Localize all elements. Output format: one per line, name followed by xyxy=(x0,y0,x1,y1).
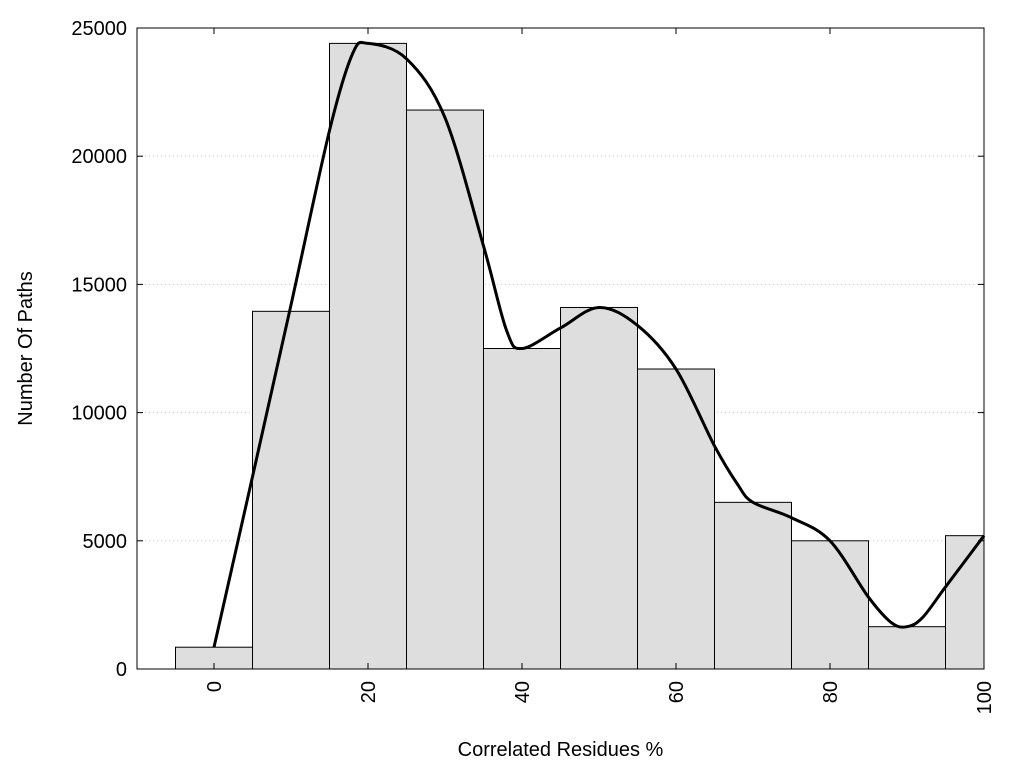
histogram-bar xyxy=(406,109,484,670)
x-tick-label: 0 xyxy=(204,681,226,692)
x-tick-label: 20 xyxy=(358,681,380,703)
x-tick-label: 60 xyxy=(666,681,688,703)
x-axis-ticks: 0 20 40 60 80 100 xyxy=(204,28,996,714)
y-tick-label: 0 xyxy=(116,659,127,681)
y-tick-label: 20000 xyxy=(71,146,127,168)
plot-frame xyxy=(136,27,985,670)
histogram-bar xyxy=(791,540,869,670)
y-tick-label: 5000 xyxy=(83,531,128,553)
histogram-bars xyxy=(175,42,985,670)
histogram-bar xyxy=(560,306,638,670)
y-axis-title: Number Of Paths xyxy=(15,271,37,426)
histogram-bar xyxy=(483,348,561,670)
histogram-bar xyxy=(945,535,985,670)
histogram-bar xyxy=(714,501,792,670)
y-tick-label: 25000 xyxy=(71,18,127,40)
density-curve xyxy=(212,40,986,648)
y-tick-label: 15000 xyxy=(71,274,127,296)
y-tick-label: 10000 xyxy=(71,403,127,425)
x-tick-label: 100 xyxy=(974,681,996,714)
histogram-bar xyxy=(637,368,715,670)
histogram-bar xyxy=(868,626,946,670)
histogram-bar xyxy=(329,42,407,670)
y-axis-ticks: 0 5000 10000 15000 20000 25000 xyxy=(71,18,984,681)
histogram-bar xyxy=(252,310,330,670)
x-tick-label: 40 xyxy=(512,681,534,703)
x-tick-label: 80 xyxy=(820,681,842,703)
x-axis-title: Correlated Residues % xyxy=(458,739,664,761)
density-curve-layer xyxy=(212,40,986,648)
